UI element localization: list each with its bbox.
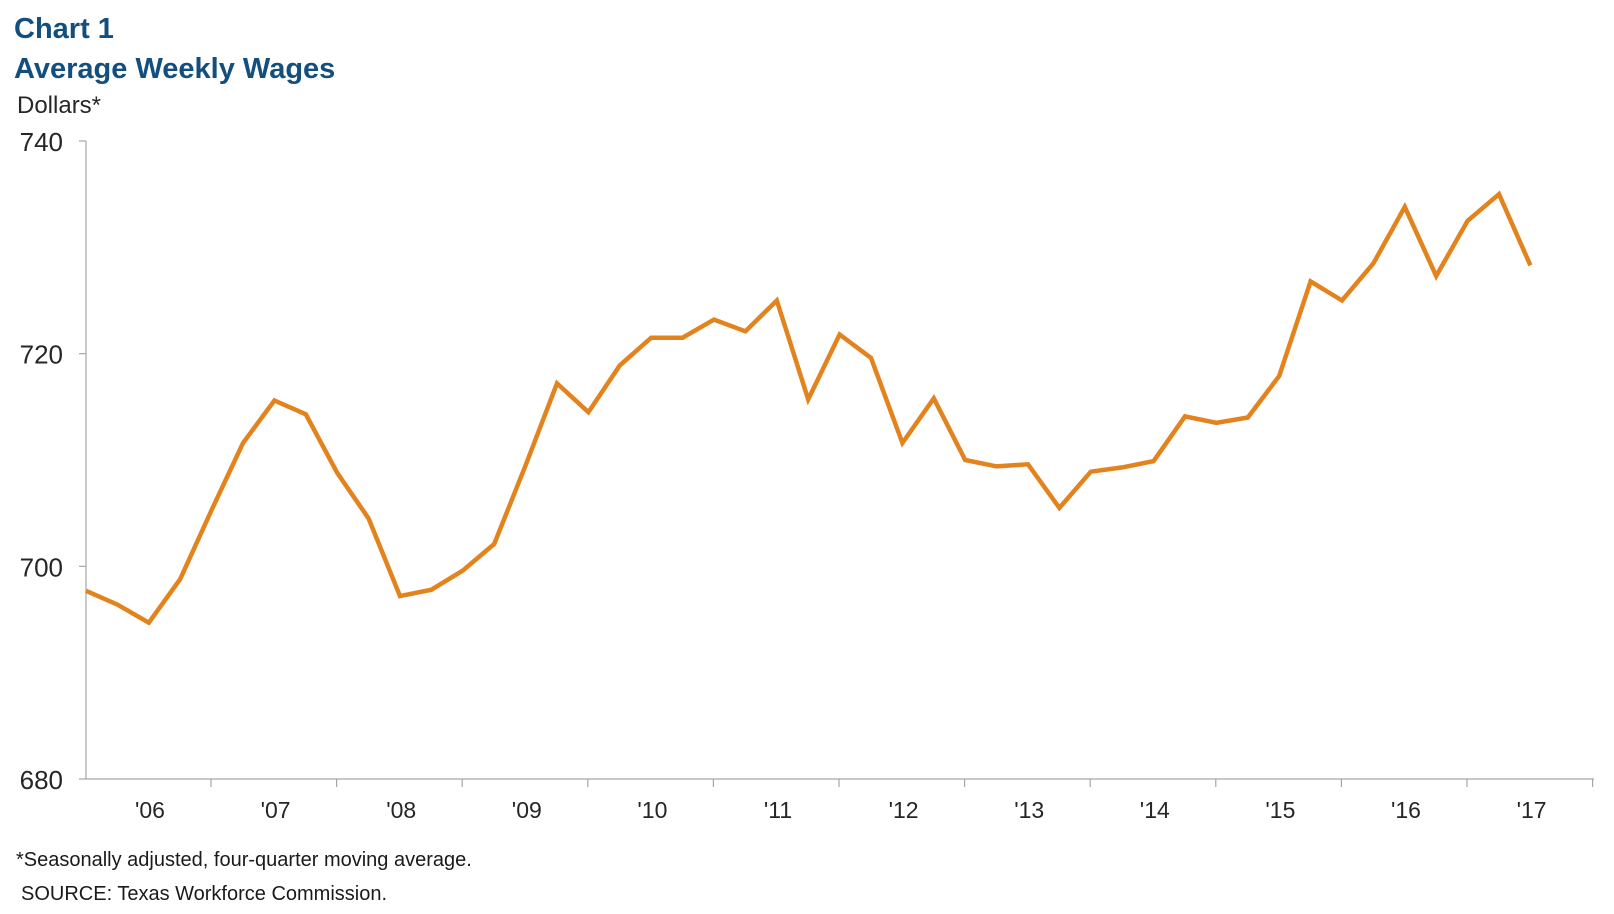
x-tick-label: '15: [1265, 797, 1295, 823]
y-tick-label: 700: [20, 552, 63, 582]
x-tick-label: '10: [637, 797, 667, 823]
footnote: *Seasonally adjusted, four-quarter movin…: [16, 849, 472, 871]
x-tick-label: '11: [764, 797, 792, 823]
x-tick-label: '09: [512, 797, 542, 823]
y-tick-label: 720: [20, 340, 63, 370]
y-tick-label: 740: [20, 127, 63, 157]
x-tick-label: '08: [386, 797, 416, 823]
x-tick-label: '07: [261, 797, 291, 823]
source-note: SOURCE: Texas Workforce Commission.: [21, 883, 388, 905]
x-tick-label: '12: [889, 797, 919, 823]
x-tick-label: '06: [135, 797, 165, 823]
x-tick-label: '17: [1517, 797, 1547, 823]
x-tick-label: '14: [1140, 797, 1170, 823]
y-tick-label: 680: [20, 765, 63, 795]
chart-title: Average Weekly Wages: [14, 53, 336, 85]
wage-series-line: [85, 190, 1533, 626]
y-axis-unit-label: Dollars*: [17, 92, 102, 119]
chart-number: Chart 1: [14, 13, 114, 45]
x-tick-label: '13: [1014, 797, 1044, 823]
x-tick-label: '16: [1391, 797, 1421, 823]
